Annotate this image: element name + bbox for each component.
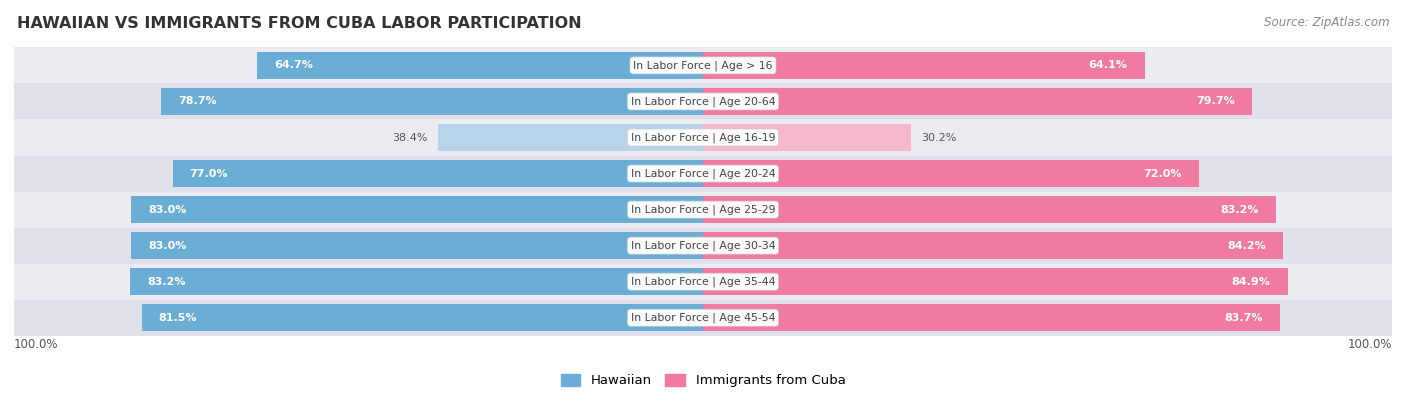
Bar bbox=[14, 83, 1392, 119]
Bar bbox=[14, 47, 1392, 83]
Bar bbox=[703, 124, 911, 151]
Bar bbox=[14, 228, 1392, 264]
Text: Source: ZipAtlas.com: Source: ZipAtlas.com bbox=[1264, 16, 1389, 29]
Text: 79.7%: 79.7% bbox=[1197, 96, 1234, 107]
Bar bbox=[142, 304, 703, 331]
Text: HAWAIIAN VS IMMIGRANTS FROM CUBA LABOR PARTICIPATION: HAWAIIAN VS IMMIGRANTS FROM CUBA LABOR P… bbox=[17, 16, 582, 31]
Bar bbox=[703, 52, 1144, 79]
Bar bbox=[703, 304, 1279, 331]
Text: In Labor Force | Age 16-19: In Labor Force | Age 16-19 bbox=[631, 132, 775, 143]
Text: 38.4%: 38.4% bbox=[392, 132, 427, 143]
Text: 77.0%: 77.0% bbox=[190, 169, 228, 179]
Text: 64.1%: 64.1% bbox=[1088, 60, 1128, 70]
Bar bbox=[131, 232, 703, 259]
Bar bbox=[131, 196, 703, 223]
Text: 83.0%: 83.0% bbox=[149, 205, 187, 214]
Text: 100.0%: 100.0% bbox=[14, 338, 59, 350]
Bar bbox=[703, 160, 1199, 187]
Text: In Labor Force | Age 20-24: In Labor Force | Age 20-24 bbox=[631, 168, 775, 179]
Text: 72.0%: 72.0% bbox=[1143, 169, 1182, 179]
Bar bbox=[173, 160, 703, 187]
Text: In Labor Force | Age 45-54: In Labor Force | Age 45-54 bbox=[631, 312, 775, 323]
Bar bbox=[703, 196, 1277, 223]
Text: 81.5%: 81.5% bbox=[159, 313, 197, 323]
Bar bbox=[439, 124, 703, 151]
Bar bbox=[257, 52, 703, 79]
Text: 100.0%: 100.0% bbox=[1347, 338, 1392, 350]
Bar bbox=[14, 156, 1392, 192]
Text: 30.2%: 30.2% bbox=[921, 132, 956, 143]
Text: In Labor Force | Age 25-29: In Labor Force | Age 25-29 bbox=[631, 204, 775, 215]
Text: In Labor Force | Age 35-44: In Labor Force | Age 35-44 bbox=[631, 276, 775, 287]
Text: 83.0%: 83.0% bbox=[149, 241, 187, 251]
Bar bbox=[703, 268, 1288, 295]
Text: 84.9%: 84.9% bbox=[1232, 276, 1271, 287]
Bar bbox=[14, 300, 1392, 336]
Text: In Labor Force | Age 30-34: In Labor Force | Age 30-34 bbox=[631, 241, 775, 251]
Bar bbox=[14, 264, 1392, 300]
Bar bbox=[14, 119, 1392, 156]
Text: 78.7%: 78.7% bbox=[179, 96, 217, 107]
Text: 84.2%: 84.2% bbox=[1227, 241, 1265, 251]
Bar bbox=[703, 232, 1284, 259]
Text: 83.2%: 83.2% bbox=[148, 276, 186, 287]
Text: 83.7%: 83.7% bbox=[1223, 313, 1263, 323]
Text: 64.7%: 64.7% bbox=[274, 60, 314, 70]
Text: In Labor Force | Age > 16: In Labor Force | Age > 16 bbox=[633, 60, 773, 71]
Bar bbox=[703, 88, 1253, 115]
Bar bbox=[129, 268, 703, 295]
Bar bbox=[14, 192, 1392, 228]
Text: In Labor Force | Age 20-64: In Labor Force | Age 20-64 bbox=[631, 96, 775, 107]
Text: 83.2%: 83.2% bbox=[1220, 205, 1258, 214]
Legend: Hawaiian, Immigrants from Cuba: Hawaiian, Immigrants from Cuba bbox=[555, 369, 851, 393]
Bar bbox=[160, 88, 703, 115]
